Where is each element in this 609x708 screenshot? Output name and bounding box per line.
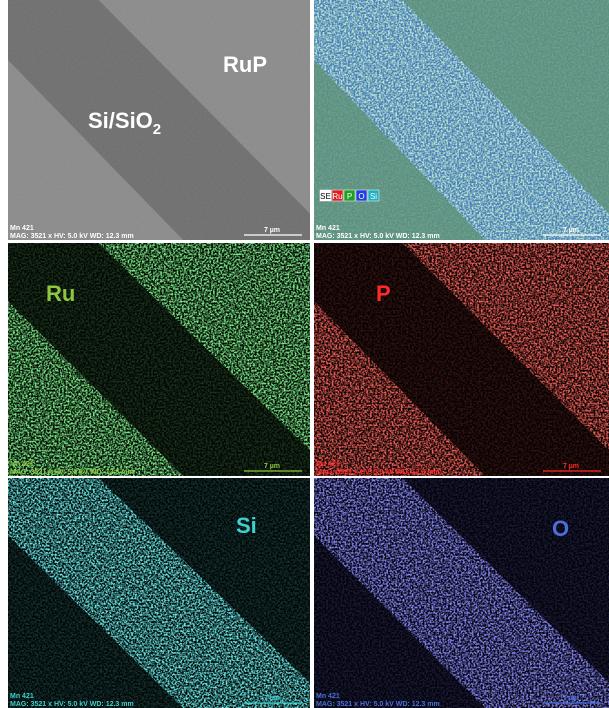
- sample-name: Mn 421: [10, 461, 34, 468]
- figure: RuPSi/SiO2Mn 421MAG: 3521 x HV: 5.0 kV W…: [0, 0, 609, 708]
- acquisition-settings: MAG: 3521 x HV: 5.0 kV WD: 12.3 mm: [316, 469, 440, 476]
- legend-label: Si: [370, 192, 377, 201]
- label-text: O: [552, 516, 569, 541]
- label-text: Si/SiO: [88, 108, 153, 133]
- acquisition-settings: MAG: 3521 x HV: 5.0 kV WD: 12.3 mm: [10, 701, 134, 708]
- sample-name: Mn 421: [316, 693, 340, 700]
- sample-name: Mn 421: [316, 461, 340, 468]
- label-subscript: 2: [153, 121, 161, 138]
- acquisition-settings: MAG: 3521 x HV: 5.0 kV WD: 12.3 mm: [316, 233, 440, 240]
- element-label: Ru: [46, 281, 75, 306]
- scale-label: 7 µm: [264, 463, 280, 470]
- scale-label: 7 µm: [264, 227, 280, 234]
- element-label: O: [552, 516, 569, 541]
- texture-dim: [8, 478, 310, 708]
- legend-label: Ru: [332, 192, 342, 201]
- element-label: P: [376, 281, 391, 306]
- acquisition-settings: MAG: 3521 x HV: 5.0 kV WD: 12.3 mm: [10, 233, 134, 240]
- scale-label: 7 µm: [563, 463, 579, 470]
- texture: [8, 0, 310, 240]
- sample-name: Mn 421: [10, 693, 34, 700]
- scale-label: 7 µm: [563, 695, 579, 702]
- acquisition-settings: MAG: 3521 x HV: 5.0 kV WD: 12.3 mm: [316, 701, 440, 708]
- element-label: RuP: [223, 52, 267, 77]
- scale-label: 7 µm: [264, 695, 280, 702]
- sample-name: Mn 421: [316, 225, 340, 232]
- label-text: P: [376, 281, 391, 306]
- label-text: Si: [236, 513, 257, 538]
- acquisition-settings: MAG: 3521 x HV: 5.0 kV WD: 12.3 mm: [10, 469, 134, 476]
- sample-name: Mn 421: [10, 225, 34, 232]
- texture-dim: [314, 0, 609, 240]
- legend-label: P: [347, 192, 352, 201]
- scale-label: 7 µm: [563, 227, 579, 234]
- label-text: Ru: [46, 281, 75, 306]
- element-label: Si: [236, 513, 257, 538]
- legend-label: SE: [320, 192, 331, 201]
- legend-label: O: [358, 192, 364, 201]
- label-text: RuP: [223, 52, 267, 77]
- texture-dim: [314, 478, 609, 708]
